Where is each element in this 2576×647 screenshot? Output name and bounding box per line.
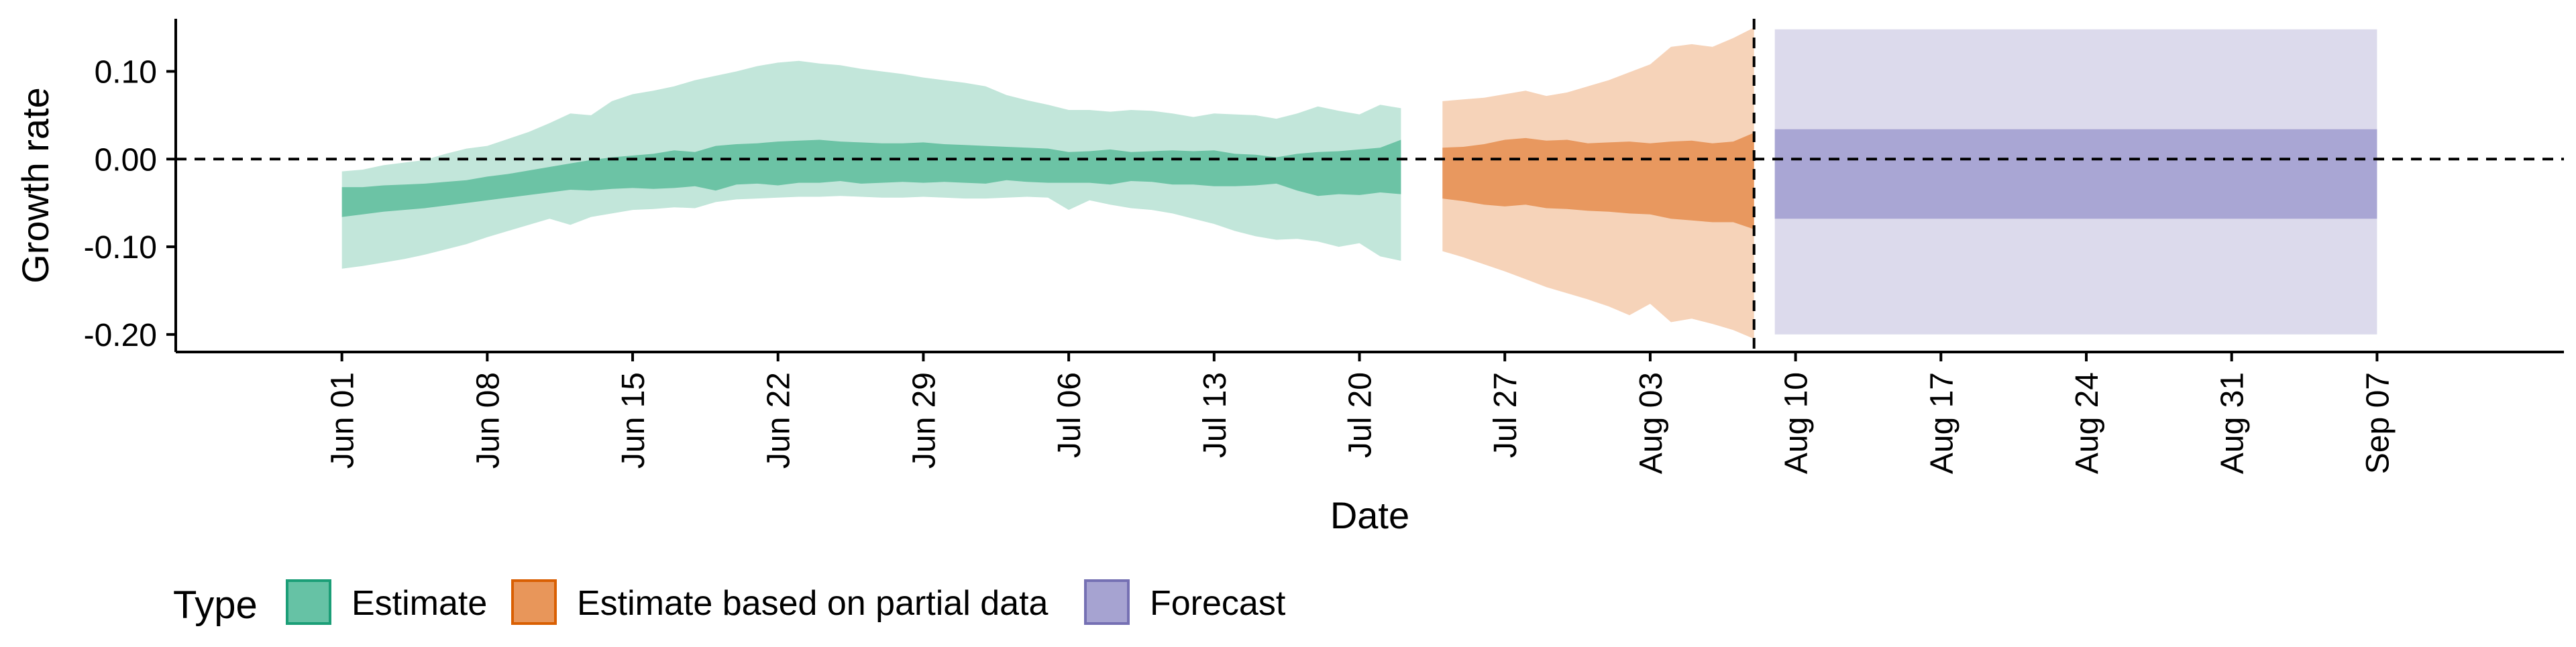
x-axis-ticks: Jun 01 Jun 08 Jun 15 Jun 22 Jun 29 Jul 06 Jul … xyxy=(325,352,2396,474)
bands-layer xyxy=(341,27,2377,339)
y-tick-label: 0.10 xyxy=(95,54,157,90)
x-tick-label: Sep 07 xyxy=(2360,372,2396,474)
y-axis-title: Growth rate xyxy=(14,87,56,284)
y-tick-label: 0.00 xyxy=(95,142,157,178)
legend-label-forecast: Forecast xyxy=(1150,584,1286,623)
legend-label-estimate-based-on-partial-data: Estimate based on partial data xyxy=(577,584,1049,623)
legend-key-estimate xyxy=(286,579,331,625)
estimate-based-on-partial-data-band-50 xyxy=(1442,133,1754,229)
x-tick-label: Jun 08 xyxy=(470,372,506,469)
x-tick-label: Aug 03 xyxy=(1633,372,1669,474)
legend: Type Estimate Estimate based on partial d… xyxy=(173,579,1286,627)
x-tick-label: Jul 06 xyxy=(1052,372,1087,458)
forecast-band-50 xyxy=(1774,129,2377,219)
x-axis-title: Date xyxy=(1330,494,1409,536)
y-tick-label: -0.10 xyxy=(84,230,157,266)
axes xyxy=(174,19,2564,353)
x-tick-label: Aug 24 xyxy=(2070,372,2105,474)
y-axis-ticks: 0.10 0.00 -0.10 -0.20 xyxy=(84,54,176,353)
x-tick-label: Jun 15 xyxy=(616,372,651,469)
x-tick-label: Jun 29 xyxy=(906,372,942,469)
legend-key-estimate-based-on-partial-data xyxy=(511,579,557,625)
x-tick-label: Aug 10 xyxy=(1779,372,1815,474)
x-tick-label: Jul 13 xyxy=(1197,372,1233,458)
legend-key-forecast xyxy=(1084,579,1130,625)
legend-title: Type xyxy=(173,583,258,627)
reference-lines xyxy=(176,19,2564,352)
x-tick-label: Aug 31 xyxy=(2215,372,2251,474)
x-tick-label: Aug 17 xyxy=(1924,372,1960,474)
legend-label-estimate: Estimate xyxy=(352,584,487,623)
x-tick-label: Jul 20 xyxy=(1343,372,1379,458)
x-tick-label: Jun 01 xyxy=(325,372,361,469)
x-tick-label: Jun 22 xyxy=(761,372,797,469)
y-tick-label: -0.20 xyxy=(84,318,157,353)
x-tick-label: Jul 27 xyxy=(1488,372,1523,458)
